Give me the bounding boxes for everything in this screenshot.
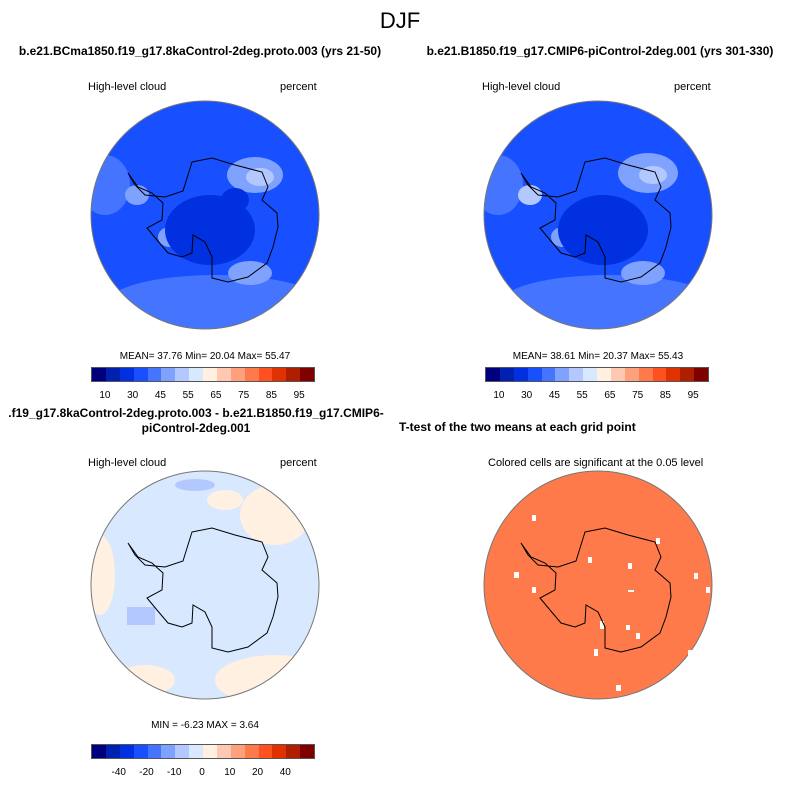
- colorbar-tick-label: 45: [548, 390, 560, 401]
- panel-3-units: percent: [280, 457, 317, 469]
- colorbar-box: [119, 368, 134, 381]
- map-panel-2: [483, 100, 713, 330]
- colorbar-box: [119, 745, 134, 758]
- colorbar-tick-label: 0: [199, 767, 205, 778]
- colorbar-tick-label: 95: [687, 390, 699, 401]
- colorbar-box: [541, 368, 556, 381]
- colorbar-box: [638, 368, 653, 381]
- colorbar-box: [161, 745, 176, 758]
- colorbar-box: [244, 745, 259, 758]
- colorbar-panel-2: [485, 367, 709, 382]
- panel-2-units: percent: [674, 81, 711, 93]
- colorbar-box: [610, 368, 625, 381]
- colorbar-tick-label: -20: [139, 767, 154, 778]
- colorbar-box: [258, 745, 273, 758]
- colorbar-tick-label: 85: [265, 390, 277, 401]
- colorbar-tick-label: -40: [111, 767, 126, 778]
- panel-4-note: Colored cells are significant at the 0.0…: [488, 457, 704, 469]
- colorbar-box: [105, 368, 120, 381]
- colorbar-tick-label: 30: [521, 390, 533, 401]
- colorbar-box: [203, 745, 217, 758]
- colorbar-box: [105, 745, 120, 758]
- colorbar-box: [244, 368, 259, 381]
- colorbar-tick-label: 40: [279, 767, 291, 778]
- colorbar-box: [147, 745, 162, 758]
- colorbar-tick-label: 20: [251, 767, 264, 778]
- panel-1-stats: MEAN= 37.76 Min= 20.04 Max= 55.47: [119, 351, 291, 362]
- panel-4-title: T-test of the two means at each grid poi…: [399, 420, 636, 434]
- map-panel-4: [483, 470, 713, 700]
- panel-1-variable: High-level cloud: [88, 81, 167, 93]
- colorbar-box: [216, 368, 231, 381]
- colorbar-tick-label: 10: [99, 390, 111, 401]
- colorbar-box: [258, 368, 273, 381]
- colorbar-box: [175, 745, 190, 758]
- colorbar-box: [624, 368, 639, 381]
- colorbar-box: [527, 368, 542, 381]
- colorbar-box: [597, 368, 611, 381]
- map-panel-3: [90, 470, 320, 700]
- colorbar-tick-label: 85: [659, 390, 671, 401]
- colorbar-box: [92, 368, 106, 381]
- insignificant-cells: [514, 515, 710, 691]
- colorbar-tick-label: 10: [493, 390, 505, 401]
- colorbar-tick-label: -10: [167, 767, 182, 778]
- panel-3-variable: High-level cloud: [88, 457, 167, 469]
- colorbar-tick-label: 10: [224, 767, 236, 778]
- panel-1-units: percent: [280, 81, 317, 93]
- panel-3-stats: MIN = -6.23 MAX = 3.64: [151, 720, 259, 731]
- colorbar-box: [555, 368, 570, 381]
- colorbar-box: [161, 368, 176, 381]
- colorbar-tick-label: 75: [238, 390, 250, 401]
- colorbar-box: [133, 368, 148, 381]
- colorbar-box: [652, 368, 667, 381]
- colorbar-box: [175, 368, 190, 381]
- colorbar-box: [680, 368, 695, 381]
- colorbar-box: [499, 368, 514, 381]
- colorbar-tick-label: 45: [154, 390, 166, 401]
- colorbar-box: [486, 368, 500, 381]
- colorbar-box: [286, 745, 301, 758]
- colorbar-tick-label: 55: [182, 390, 194, 401]
- colorbar-box: [583, 368, 597, 381]
- colorbar-box: [189, 745, 203, 758]
- colorbar-box: [230, 368, 245, 381]
- colorbar-panel-1: [91, 367, 315, 382]
- colorbar-box: [513, 368, 528, 381]
- colorbar-box: [216, 745, 231, 758]
- colorbar-box: [133, 745, 148, 758]
- colorbar-box: [300, 745, 314, 758]
- colorbar-box: [286, 368, 301, 381]
- panel-3-title: .f19_g17.8kaControl-2deg.proto.003 - b.e…: [8, 406, 384, 435]
- colorbar-tick-label: 65: [604, 390, 616, 401]
- colorbar-tick-label: 65: [210, 390, 222, 401]
- colorbar-box: [272, 368, 287, 381]
- colorbar-box: [694, 368, 708, 381]
- colorbar-box: [666, 368, 681, 381]
- colorbar-tick-label: 75: [632, 390, 644, 401]
- colorbar-panel-3: [91, 744, 315, 759]
- colorbar-box: [300, 368, 314, 381]
- figure-title: DJF: [379, 8, 421, 33]
- map-panel-1: [90, 100, 320, 330]
- colorbar-box: [272, 745, 287, 758]
- panel-2-stats: MEAN= 38.61 Min= 20.37 Max= 55.43: [512, 351, 684, 362]
- colorbar-box: [147, 368, 162, 381]
- colorbar-box: [189, 368, 203, 381]
- colorbar-tick-label: 95: [293, 390, 305, 401]
- colorbar-box: [203, 368, 217, 381]
- colorbar-box: [230, 745, 245, 758]
- panel-2-variable: High-level cloud: [482, 81, 561, 93]
- colorbar-box: [569, 368, 584, 381]
- colorbar-tick-label: 55: [576, 390, 588, 401]
- panel-1-title: b.e21.BCma1850.f19_g17.8kaControl-2deg.p…: [18, 44, 382, 58]
- colorbar-box: [92, 745, 106, 758]
- panel-2-title: b.e21.B1850.f19_g17.CMIP6-piControl-2deg…: [426, 44, 774, 58]
- colorbar-tick-label: 30: [127, 390, 139, 401]
